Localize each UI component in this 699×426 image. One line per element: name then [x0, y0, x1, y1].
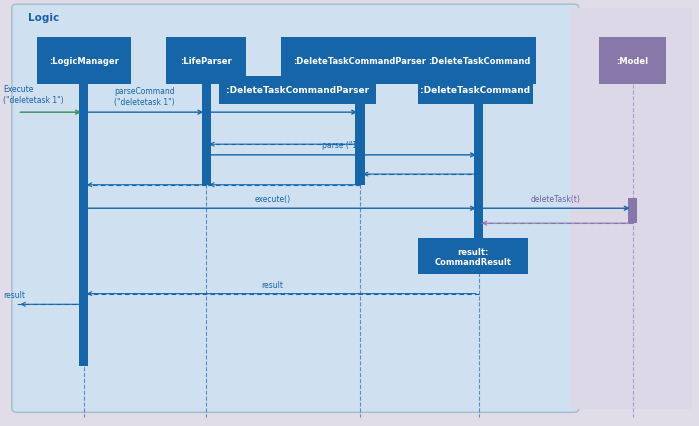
Text: :LogicManager: :LogicManager — [49, 57, 119, 66]
Bar — [475, 85, 484, 256]
Text: deleteTask(t): deleteTask(t) — [531, 195, 581, 204]
Bar — [628, 198, 637, 224]
Text: :DeleteTaskCommandParser: :DeleteTaskCommandParser — [226, 86, 368, 95]
Text: :LifeParser: :LifeParser — [180, 57, 232, 66]
Text: Execute
("deletetask 1"): Execute ("deletetask 1") — [3, 85, 64, 104]
Text: parseCommand
("deletetask 1"): parseCommand ("deletetask 1") — [115, 87, 175, 106]
Bar — [570, 9, 692, 409]
Bar — [281, 38, 439, 85]
Text: :Model: :Model — [617, 57, 649, 66]
Bar — [600, 38, 665, 85]
Bar — [418, 77, 533, 104]
Text: execute(): execute() — [254, 195, 291, 204]
Bar — [219, 77, 376, 104]
Bar — [421, 38, 537, 85]
Text: result: result — [261, 280, 284, 289]
Bar — [79, 85, 88, 366]
Text: :DeleteTaskCommand: :DeleteTaskCommand — [420, 86, 531, 95]
Text: parse ("1"): parse ("1") — [322, 141, 363, 150]
Text: :DeleteTaskCommandParser: :DeleteTaskCommandParser — [294, 57, 426, 66]
Text: Logic: Logic — [28, 13, 59, 23]
Bar — [356, 85, 365, 185]
Bar — [418, 239, 528, 275]
Bar — [201, 85, 211, 185]
Bar — [166, 38, 246, 85]
FancyBboxPatch shape — [12, 5, 579, 412]
Text: :DeleteTaskCommand: :DeleteTaskCommand — [428, 57, 530, 66]
Text: result:
CommandResult: result: CommandResult — [435, 247, 512, 267]
Text: result: result — [3, 291, 25, 299]
Text: ×: × — [474, 170, 484, 180]
Bar — [36, 38, 131, 85]
